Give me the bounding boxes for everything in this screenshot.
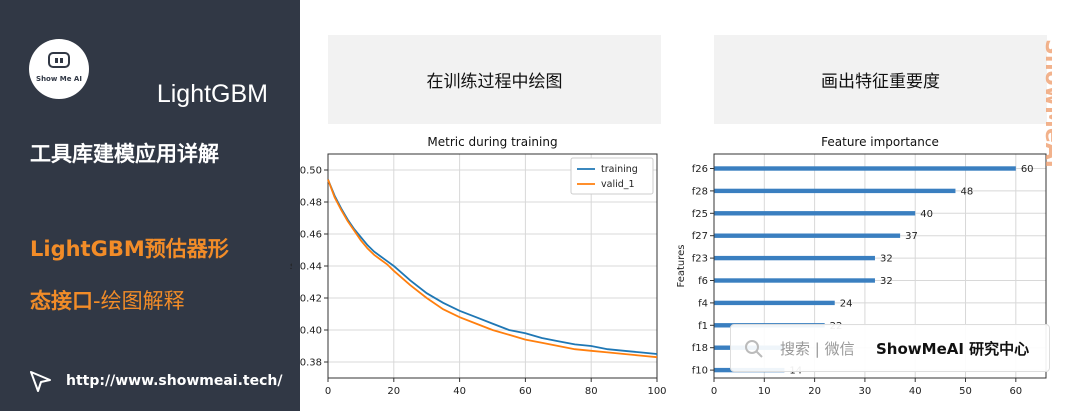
series-line-training: [327, 179, 658, 355]
y-tick-label: 0.40: [300, 326, 322, 337]
y-tick-label: 0.48: [300, 198, 322, 209]
x-tick-label: 0: [325, 386, 331, 397]
svg-text:ShowMeAI: ShowMeAI: [1040, 39, 1052, 168]
bar-f25: [714, 211, 916, 216]
data-label: 48: [960, 186, 973, 197]
data-label: 32: [880, 276, 893, 287]
chart-title: Feature importance: [821, 135, 939, 149]
topic-line-2-rest: -绘图解释: [93, 289, 185, 313]
y-tick-label: 0.38: [300, 358, 322, 369]
legend-label: valid_1: [601, 179, 635, 190]
y-axis-label: Features: [676, 245, 687, 288]
y-tick-label: 0.50: [300, 166, 322, 177]
bar-f26: [714, 166, 1016, 171]
y-tick-label: 0.44: [300, 262, 322, 273]
showmeai-logo: Show Me AI: [29, 39, 89, 99]
bar-f27: [714, 233, 901, 238]
x-tick-label: 0: [711, 386, 717, 397]
bar-f6: [714, 278, 875, 283]
y-tick-label: f4: [698, 298, 708, 309]
watermark-badge: [730, 324, 1050, 372]
bar-f28: [714, 188, 956, 194]
x-tick-label: 40: [909, 386, 922, 397]
right-panel-header: 画出特征重要度: [714, 35, 1047, 124]
robot-icon: [48, 52, 70, 68]
x-tick-label: 20: [808, 386, 821, 397]
legend-box: [570, 157, 654, 195]
x-tick-label: 30: [859, 386, 872, 397]
plot-frame: [713, 153, 1047, 379]
left-panel-header: 在训练过程中绘图: [328, 35, 661, 124]
legend-label: training: [601, 164, 638, 175]
y-tick-label: f6: [698, 276, 708, 287]
topic-line-1: LightGBM预估器形: [30, 237, 229, 261]
x-tick-label: 40: [453, 386, 466, 397]
data-label: 37: [905, 231, 918, 242]
sidebar-subtitle: 工具库建模应用详解: [30, 142, 219, 166]
y-tick-label: f10: [692, 366, 708, 377]
topic-line-2: 态接口-绘图解释: [30, 285, 185, 315]
x-tick-label: 20: [387, 386, 400, 397]
sidebar: Show Me AI LightGBM 工具库建模应用详解 LightGBM预估…: [0, 0, 300, 411]
data-label: 40: [920, 209, 933, 220]
y-axis-label: l1: [290, 263, 294, 269]
cursor-icon: [30, 371, 51, 392]
x-tick-label: 80: [585, 386, 598, 397]
search-icon: [745, 340, 763, 358]
y-tick-label: f1: [698, 321, 708, 332]
y-tick-label: f18: [692, 343, 708, 354]
x-tick-label: 50: [959, 386, 972, 397]
metric-chart: Metric during training 0 20 40 60 80 100 0.38 0.…: [290, 135, 667, 397]
logo-text: Show Me AI: [36, 75, 82, 83]
x-tick-label: 60: [1009, 386, 1022, 397]
topic-line-2-bold: 态接口: [30, 289, 93, 313]
y-tick-label: f23: [692, 254, 708, 265]
plot-frame: [327, 153, 658, 379]
y-tick-label: f28: [692, 186, 708, 197]
x-tick-label: 100: [647, 386, 666, 397]
sidebar-title: LightGBM: [156, 80, 268, 108]
y-tick-label: f25: [692, 209, 708, 220]
website-link[interactable]: http://www.showmeai.tech/: [66, 373, 283, 389]
y-tick-label: 0.46: [300, 230, 322, 241]
data-label: 60: [1021, 164, 1034, 175]
y-tick-label: 0.42: [300, 294, 322, 305]
chart-title: Metric during training: [427, 135, 557, 149]
data-label: 32: [880, 254, 893, 265]
series-line-valid_1: [327, 179, 658, 359]
watermark-brand-text: ShowMeAI 研究中心: [876, 340, 1030, 358]
vertical-watermark: ShowMeAI: [1040, 39, 1052, 168]
x-tick-label: 60: [519, 386, 532, 397]
y-tick-label: f26: [692, 164, 708, 175]
y-tick-label: f27: [692, 231, 708, 242]
bar-f4: [714, 300, 835, 306]
bar-f23: [714, 255, 875, 261]
data-label: 24: [840, 298, 853, 309]
x-tick-label: 10: [758, 386, 771, 397]
watermark-search-text: 搜索 | 微信: [780, 340, 855, 358]
